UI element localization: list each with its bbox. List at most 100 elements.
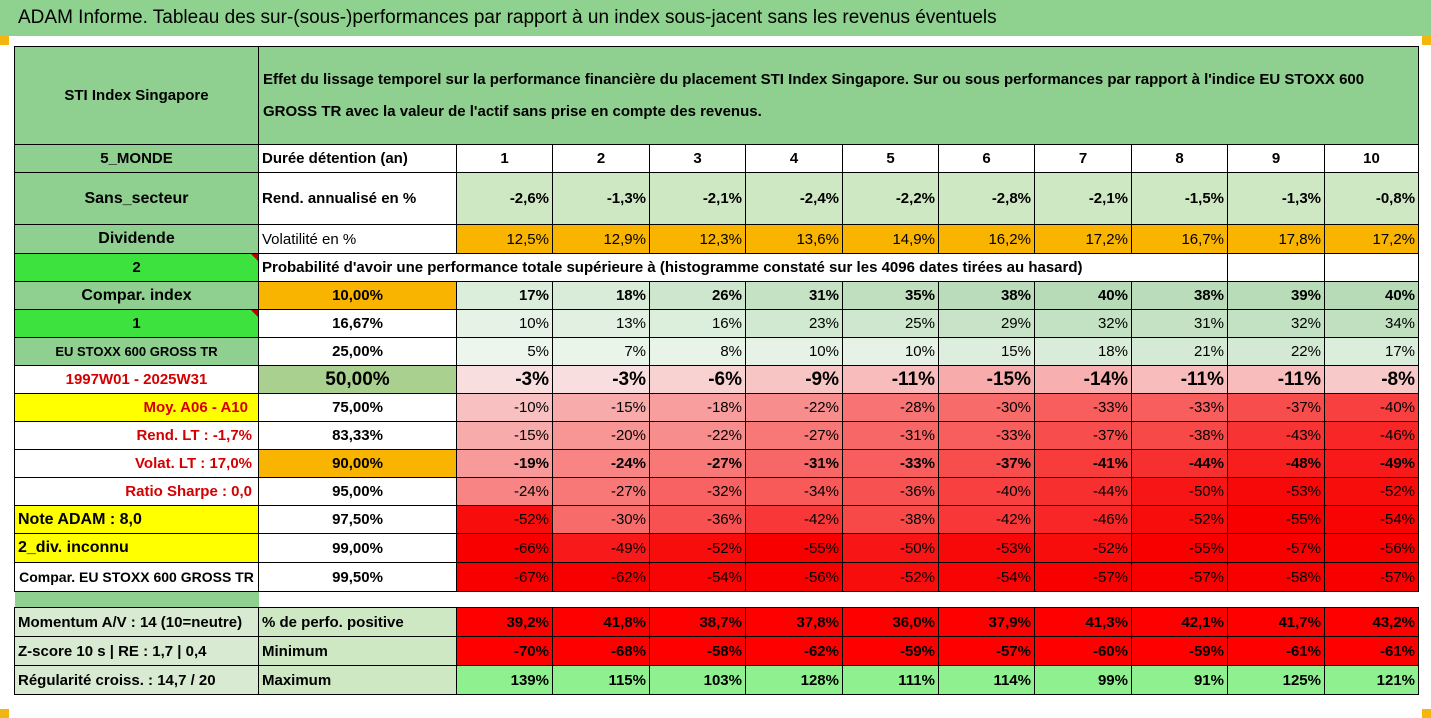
quantile-cell: -15% <box>938 365 1035 394</box>
quantile-cell: -11% <box>1227 365 1325 394</box>
row-label-left: Sans_secteur <box>14 172 259 225</box>
quantile-cell: -9% <box>745 365 843 394</box>
quantile-cell: -48% <box>1227 449 1325 478</box>
quantile-cell: -57% <box>1034 562 1132 592</box>
annual-return-cell: -2,1% <box>649 172 746 225</box>
minimum-row: Z-score 10 s | RE : 1,7 | 0,4 Minimum -70%… <box>14 636 1420 666</box>
quantile-cell: 38% <box>938 281 1035 310</box>
quantile-row: Compar. EU STOXX 600 GROSS TR 99,50% -67% -… <box>14 562 1420 592</box>
quantile-cell: 32% <box>1034 309 1132 338</box>
quantile-row: 1997W01 - 2025W31 50,00% -3% -3% -6% -9% -11% -… <box>14 365 1420 394</box>
quantile-cell: -57% <box>1227 533 1325 563</box>
quantile-cell: -36% <box>649 505 746 534</box>
quantile-cell: -3% <box>456 365 553 394</box>
maximum-cell: 125% <box>1227 665 1325 695</box>
positive-cell: 42,1% <box>1131 607 1228 637</box>
quantile-cell: -52% <box>1131 505 1228 534</box>
quantile-level: 90,00% <box>258 449 457 478</box>
quantile-cell: -38% <box>1131 421 1228 450</box>
row-label: Maximum <box>258 665 457 695</box>
minimum-cell: -70% <box>456 636 553 666</box>
row-label: % de perfo. positive <box>258 607 457 637</box>
quantile-cell: -44% <box>1131 449 1228 478</box>
quantile-cell: 31% <box>745 281 843 310</box>
maximum-cell: 121% <box>1323 665 1420 695</box>
row-label-left: 1997W01 - 2025W31 <box>14 365 259 394</box>
quantile-cell: -54% <box>938 562 1035 592</box>
quantile-cell: 17% <box>1323 337 1420 366</box>
probability-header-row: 2 Probabilité d'avoir une performance tot… <box>14 253 1420 282</box>
quantile-row: Rend. LT : -1,7% 83,33% -15% -20% -22% -27% -3… <box>14 421 1420 450</box>
quantile-cell: -24% <box>552 449 650 478</box>
volatility-cell: 14,9% <box>842 224 939 254</box>
quantile-cell: -56% <box>1323 533 1420 563</box>
quantile-row: Volat. LT : 17,0% 90,00% -19% -24% -27% -31% -… <box>14 449 1420 478</box>
minimum-cell: -62% <box>745 636 843 666</box>
quantile-cell: 18% <box>1034 337 1132 366</box>
quantile-cell: 39% <box>1227 281 1325 310</box>
row-label-left: Note ADAM : 8,0 <box>14 505 259 534</box>
quantile-cell: -33% <box>842 449 939 478</box>
quantile-cell: 8% <box>649 337 746 366</box>
row-label-left: EU STOXX 600 GROSS TR <box>14 337 259 366</box>
quantile-cell: -49% <box>552 533 650 563</box>
maximum-cell: 111% <box>842 665 939 695</box>
row-label-left: Z-score 10 s | RE : 1,7 | 0,4 <box>14 636 259 666</box>
row-label-left: Rend. LT : -1,7% <box>14 421 259 450</box>
minimum-cell: -61% <box>1227 636 1325 666</box>
row-label-left: Momentum A/V : 14 (10=neutre) <box>14 607 259 637</box>
quantile-level: 50,00% <box>258 365 457 394</box>
report-description: Effet du lissage temporel sur la perform… <box>257 46 1420 145</box>
minimum-cell: -59% <box>1131 636 1228 666</box>
asset-name: STI Index Singapore <box>14 46 259 145</box>
quantile-cell: -49% <box>1323 449 1420 478</box>
quantile-row: 2_div. inconnu 99,00% -66% -49% -52% -55% -50%… <box>14 533 1420 563</box>
probability-header: Probabilité d'avoir une performance tota… <box>258 253 1228 282</box>
quantile-cell: -41% <box>1034 449 1132 478</box>
positive-cell: 43,2% <box>1323 607 1420 637</box>
quantile-cell: -52% <box>1323 477 1420 506</box>
annual-return-cell: -2,8% <box>938 172 1035 225</box>
quantile-level: 95,00% <box>258 477 457 506</box>
report-title: ADAM Informe. Tableau des sur-(sous-)per… <box>0 0 1431 36</box>
quantile-row: Note ADAM : 8,0 97,50% -52% -30% -36% -42% -38… <box>14 505 1420 534</box>
quantile-cell: -37% <box>1034 421 1132 450</box>
quantile-cell: -54% <box>1323 505 1420 534</box>
quantile-cell: -36% <box>842 477 939 506</box>
quantile-cell: -42% <box>745 505 843 534</box>
positive-row: Momentum A/V : 14 (10=neutre)% de perfo.… <box>14 607 1420 637</box>
quantile-cell: 34% <box>1323 309 1420 338</box>
corner-marker <box>0 709 9 718</box>
quantile-level: 25,00% <box>258 337 457 366</box>
positive-cell: 39,2% <box>456 607 553 637</box>
corner-marker <box>1422 36 1431 45</box>
quantile-cell: -55% <box>1131 533 1228 563</box>
maximum-cell: 103% <box>649 665 746 695</box>
quantile-cell: -3% <box>552 365 650 394</box>
row-label-left: Moy. A06 - A10 <box>14 393 259 422</box>
annual-return-cell: -2,2% <box>842 172 939 225</box>
annual-return-cell: -1,5% <box>1131 172 1228 225</box>
minimum-cell: -59% <box>842 636 939 666</box>
volatility-row: Dividende Volatilité en % 12,5% 12,9% 12,3% 1… <box>14 224 1420 254</box>
quantile-cell: -24% <box>456 477 553 506</box>
row-label: Rend. annualisé en % <box>258 172 457 225</box>
positive-cell: 41,7% <box>1227 607 1325 637</box>
maximum-cell: 128% <box>745 665 843 695</box>
quantile-cell: -33% <box>938 421 1035 450</box>
quantile-cell: -11% <box>1131 365 1228 394</box>
quantile-cell: -31% <box>745 449 843 478</box>
quantile-cell: -28% <box>842 393 939 422</box>
annual-return-cell: -0,8% <box>1323 172 1420 225</box>
quantile-cell: -53% <box>938 533 1035 563</box>
separator-cell <box>650 592 746 608</box>
quantile-cell: -50% <box>1131 477 1228 506</box>
minimum-cell: -61% <box>1323 636 1420 666</box>
duration-year: 7 <box>1034 144 1132 173</box>
quantile-cell: -46% <box>1034 505 1132 534</box>
quantile-cell: 18% <box>552 281 650 310</box>
quantile-cell: -52% <box>456 505 553 534</box>
quantile-cell: -18% <box>649 393 746 422</box>
maximum-cell: 114% <box>938 665 1035 695</box>
duration-year: 3 <box>649 144 746 173</box>
